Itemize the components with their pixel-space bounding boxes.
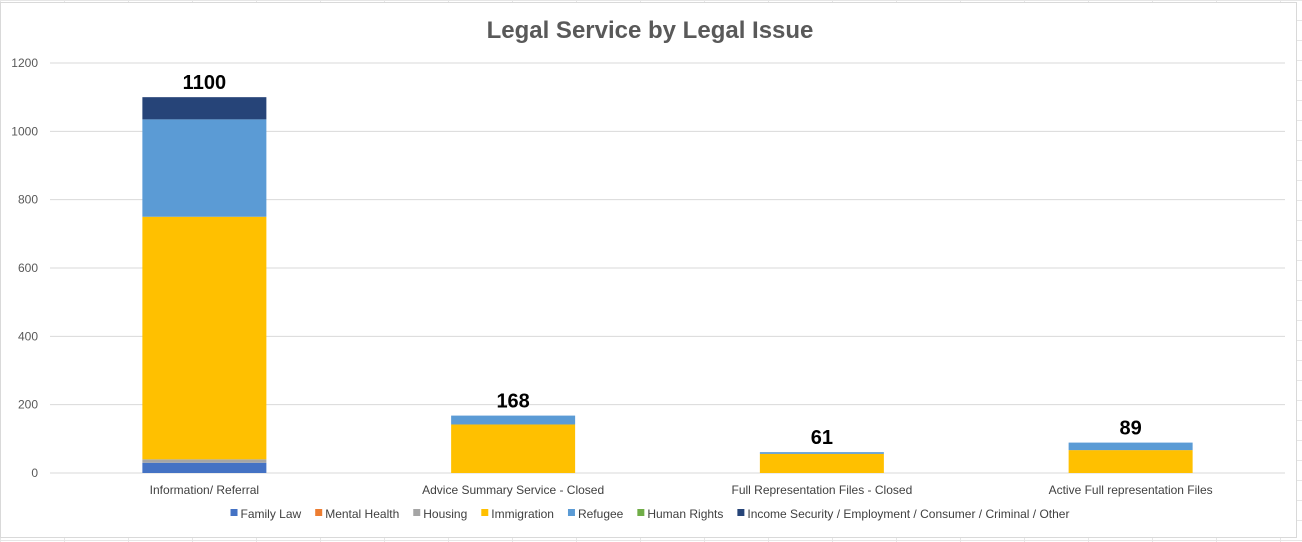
x-axis: Information/ Referral Advice Summary Serv… — [150, 483, 1213, 497]
bar-segment[interactable] — [1068, 450, 1193, 473]
legend-item[interactable]: Human Rights — [637, 507, 723, 521]
legend-item[interactable]: Income Security / Employment / Consumer … — [737, 507, 1069, 521]
bar-segment[interactable] — [142, 119, 267, 217]
legend-label: Income Security / Employment / Consumer … — [747, 507, 1069, 521]
total-label: 168 — [496, 391, 529, 413]
y-tick-label: 0 — [31, 466, 38, 480]
bar-segment[interactable] — [451, 424, 576, 473]
y-tick-label: 600 — [18, 261, 38, 275]
legend: Family Law Mental Health Housing Immigratio… — [230, 507, 1069, 521]
legend-item[interactable]: Housing — [413, 507, 467, 521]
legend-label: Immigration — [491, 507, 554, 521]
legend-swatch — [737, 509, 745, 516]
bar-segment[interactable] — [451, 415, 576, 425]
total-label: 89 — [1120, 418, 1142, 440]
bar-segment[interactable] — [759, 453, 884, 473]
x-tick-label: Information/ Referral — [150, 483, 259, 497]
bar-segment[interactable] — [1068, 442, 1193, 451]
legend-label: Housing — [423, 507, 467, 521]
x-tick-label: Advice Summary Service - Closed — [422, 483, 604, 497]
chart-title: Legal Service by Legal Issue — [487, 17, 814, 44]
legend-swatch — [637, 509, 645, 516]
x-tick-label: Active Full representation Files — [1049, 483, 1213, 497]
bar-segment[interactable] — [759, 452, 884, 454]
bar-segment[interactable] — [142, 462, 267, 473]
y-axis: 0 200 400 600 800 1000 1200 — [11, 56, 38, 480]
bars — [142, 97, 1193, 473]
bar-segment[interactable] — [142, 459, 267, 463]
legend-swatch — [567, 509, 575, 516]
y-tick-label: 400 — [18, 329, 38, 343]
bar-segment[interactable] — [142, 216, 267, 460]
bar-segment[interactable] — [142, 97, 267, 120]
legend-item[interactable]: Immigration — [481, 507, 554, 521]
legend-item[interactable]: Mental Health — [315, 507, 399, 521]
total-labels: 1100 168 61 89 — [183, 72, 1142, 449]
legend-item[interactable]: Family Law — [230, 507, 302, 521]
legend-swatch — [481, 509, 489, 516]
y-tick-label: 800 — [18, 193, 38, 207]
legend-label: Human Rights — [647, 507, 723, 521]
total-label: 61 — [811, 427, 833, 449]
legend-swatch — [413, 509, 421, 516]
legend-item[interactable]: Refugee — [567, 507, 624, 521]
legend-label: Family Law — [241, 507, 302, 521]
y-tick-label: 1200 — [11, 56, 38, 70]
total-label: 1100 — [183, 72, 226, 94]
legend-swatch — [230, 509, 238, 516]
y-tick-label: 200 — [18, 398, 38, 412]
legend-label: Mental Health — [325, 507, 399, 521]
legend-swatch — [315, 509, 323, 516]
legend-label: Refugee — [578, 507, 624, 521]
x-tick-label: Full Representation Files - Closed — [732, 483, 913, 497]
y-tick-label: 1000 — [11, 124, 38, 138]
